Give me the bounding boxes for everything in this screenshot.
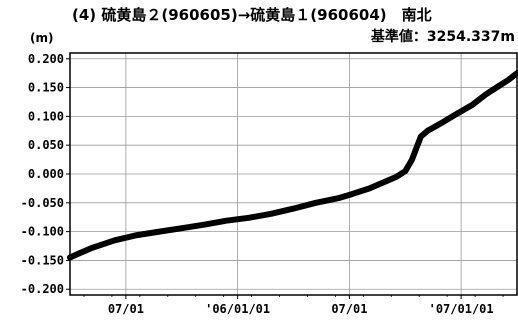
y-axis-unit: (m) [30, 31, 53, 45]
y-tick-label: 0.150 [28, 81, 64, 95]
x-tick-label: 07/01 [331, 302, 367, 316]
grid [70, 53, 517, 295]
y-tick-label: -0.050 [21, 196, 64, 210]
chart-subtitle: 基準値：3254.337m [371, 28, 515, 45]
y-tick-label: -0.100 [21, 225, 64, 239]
y-tick-label: 0.050 [28, 138, 64, 152]
y-tick-label: 0.200 [28, 52, 64, 66]
plot-frame [69, 52, 518, 296]
series-line [67, 70, 518, 261]
y-tick-label: -0.150 [21, 253, 64, 267]
ticks: 0.200 0.150 0.100 0.050 0.000 -0.050 -0.100 -0.… [21, 52, 504, 316]
y-tick-label: -0.200 [21, 282, 64, 296]
x-tick-label: 07/01 [108, 302, 144, 316]
chart-title: (4) 硫黄島２(960605)→硫黄島１(960604) 南北 [72, 6, 432, 24]
x-tick-label: '06/01/01 [205, 302, 270, 316]
series [67, 70, 518, 261]
x-tick-label: '07/01/01 [429, 302, 494, 316]
y-tick-label: 0.000 [28, 167, 64, 181]
y-tick-label: 0.100 [28, 109, 64, 123]
